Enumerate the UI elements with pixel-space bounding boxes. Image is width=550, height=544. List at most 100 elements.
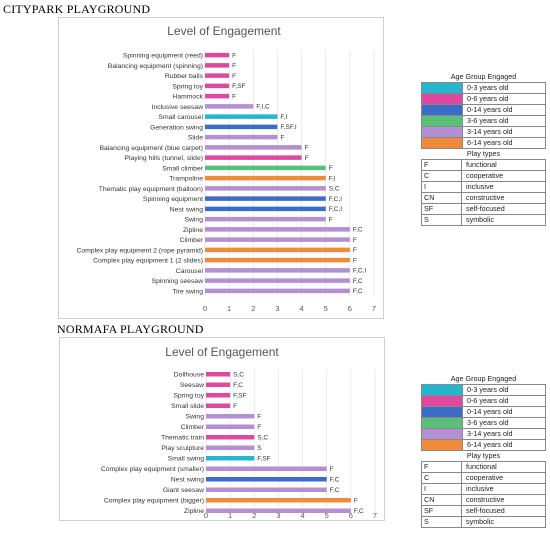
bar [205, 237, 350, 242]
normafa-engagement-chart: Level of Engagement 0 1 2 3 4 5 6 7 Dollhouse S,C S… [59, 337, 385, 521]
age-group-label: 3-14 years old [467, 429, 513, 438]
category-label: Play sculpture [161, 445, 204, 452]
bar [205, 73, 230, 78]
data-label: F [257, 414, 261, 421]
data-label: F [280, 134, 284, 141]
x-tick-label: 7 [373, 511, 377, 520]
play-type-legend-row: SF self-focused [422, 506, 545, 517]
x-tick-label: 7 [372, 304, 376, 313]
play-type-label: constructive [466, 193, 505, 202]
data-label: F [232, 63, 236, 70]
age-group-label: 0-6 years old [467, 94, 509, 103]
color-swatch [422, 116, 463, 126]
category-label: Zipline [183, 227, 203, 234]
chart-title: Level of Engagement [165, 345, 279, 359]
chart-title: Level of Engagement [167, 24, 281, 38]
data-label: F [232, 93, 236, 100]
data-label: F,SF [232, 83, 245, 90]
age-group-label: 0-3 years old [467, 83, 509, 92]
category-label: Rubber balls [165, 73, 204, 80]
category-label: Thematic train [161, 435, 204, 442]
play-type-code: C [422, 171, 462, 181]
age-group-label: 3-14 years old [467, 127, 513, 136]
category-label: Carousel [176, 268, 204, 275]
color-swatch [422, 407, 463, 417]
play-type-code: S [422, 215, 462, 225]
bar [205, 155, 302, 160]
bar [206, 424, 255, 429]
color-swatch [422, 396, 463, 406]
play-types-legend-title: Play types [466, 451, 501, 460]
data-label: F [233, 403, 237, 410]
data-label: F [354, 498, 358, 505]
bar [205, 268, 350, 273]
category-label: Nest swing [170, 206, 203, 213]
age-group-legend-row: 0-3 years old [422, 385, 545, 396]
data-label: F [329, 165, 333, 172]
age-group-label: 3-6 years old [467, 418, 509, 427]
bar [205, 227, 350, 232]
data-label: F [353, 237, 357, 244]
data-label: F [257, 424, 261, 431]
age-group-legend-table: 0-3 years old 0-6 years old 0-14 years old… [421, 384, 546, 451]
age-group-label: 0-14 years old [467, 105, 513, 114]
play-type-label: cooperative [466, 473, 504, 482]
bar [205, 278, 350, 283]
data-label: F,SF [233, 393, 246, 400]
play-type-code: I [422, 484, 462, 494]
age-group-legend-row: 0-14 years old [422, 105, 545, 116]
category-label: Climber [181, 424, 205, 431]
x-tick-label: 5 [324, 304, 328, 313]
play-type-code: C [422, 473, 462, 483]
bar [205, 145, 302, 150]
x-tick-label: 4 [299, 304, 303, 313]
data-label: F,SF [257, 456, 270, 463]
bar [205, 206, 326, 212]
category-label: Dollhouse [174, 372, 204, 379]
category-label: Balancing equipment (blue carpet) [99, 145, 203, 152]
age-group-legend-row: 3-14 years old [422, 429, 545, 440]
bar [206, 414, 255, 419]
bar [206, 393, 231, 398]
category-label: Thematic play equipment (balloon) [99, 186, 203, 193]
color-swatch [422, 94, 463, 104]
category-label: Swing [185, 414, 204, 421]
color-swatch [422, 127, 463, 137]
age-group-legend-table: 0-3 years old 0-6 years old 0-14 years old… [421, 82, 546, 149]
color-swatch [422, 440, 463, 450]
data-label: F,C [353, 227, 363, 234]
citypark-engagement-chart: Level of Engagement 0 1 2 3 4 5 6 7 Spinning equi… [58, 17, 384, 319]
category-label: Climber [180, 237, 204, 244]
play-type-label: symbolic [466, 517, 494, 526]
data-label: F,C [354, 508, 364, 515]
data-label: F,I [329, 175, 336, 182]
x-tick-label: 2 [251, 304, 255, 313]
age-group-label: 0-14 years old [467, 407, 513, 416]
age-group-legend-row: 0-6 years old [422, 396, 545, 407]
x-tick-label: 3 [275, 304, 279, 313]
bar [206, 372, 231, 377]
normafa-legend: Age Group Engaged 0-3 years old 0-6 years … [421, 374, 546, 528]
category-label: Small climber [162, 165, 204, 172]
category-label: Zipline [184, 508, 204, 515]
bar [206, 477, 327, 482]
category-label: Seesaw [180, 382, 204, 389]
category-label: Giant seesaw [163, 487, 204, 494]
play-type-label: functional [466, 160, 497, 169]
bar [205, 216, 326, 222]
bar [206, 487, 327, 492]
color-swatch [422, 105, 463, 115]
play-type-label: symbolic [466, 215, 494, 224]
play-type-code: CN [422, 193, 462, 203]
x-tick-label: 0 [203, 304, 207, 313]
bar [205, 288, 350, 294]
play-type-label: constructive [466, 495, 505, 504]
bar [206, 435, 255, 440]
category-label: Swing [184, 217, 203, 224]
bar [205, 165, 326, 171]
play-type-label: inclusive [466, 182, 494, 191]
